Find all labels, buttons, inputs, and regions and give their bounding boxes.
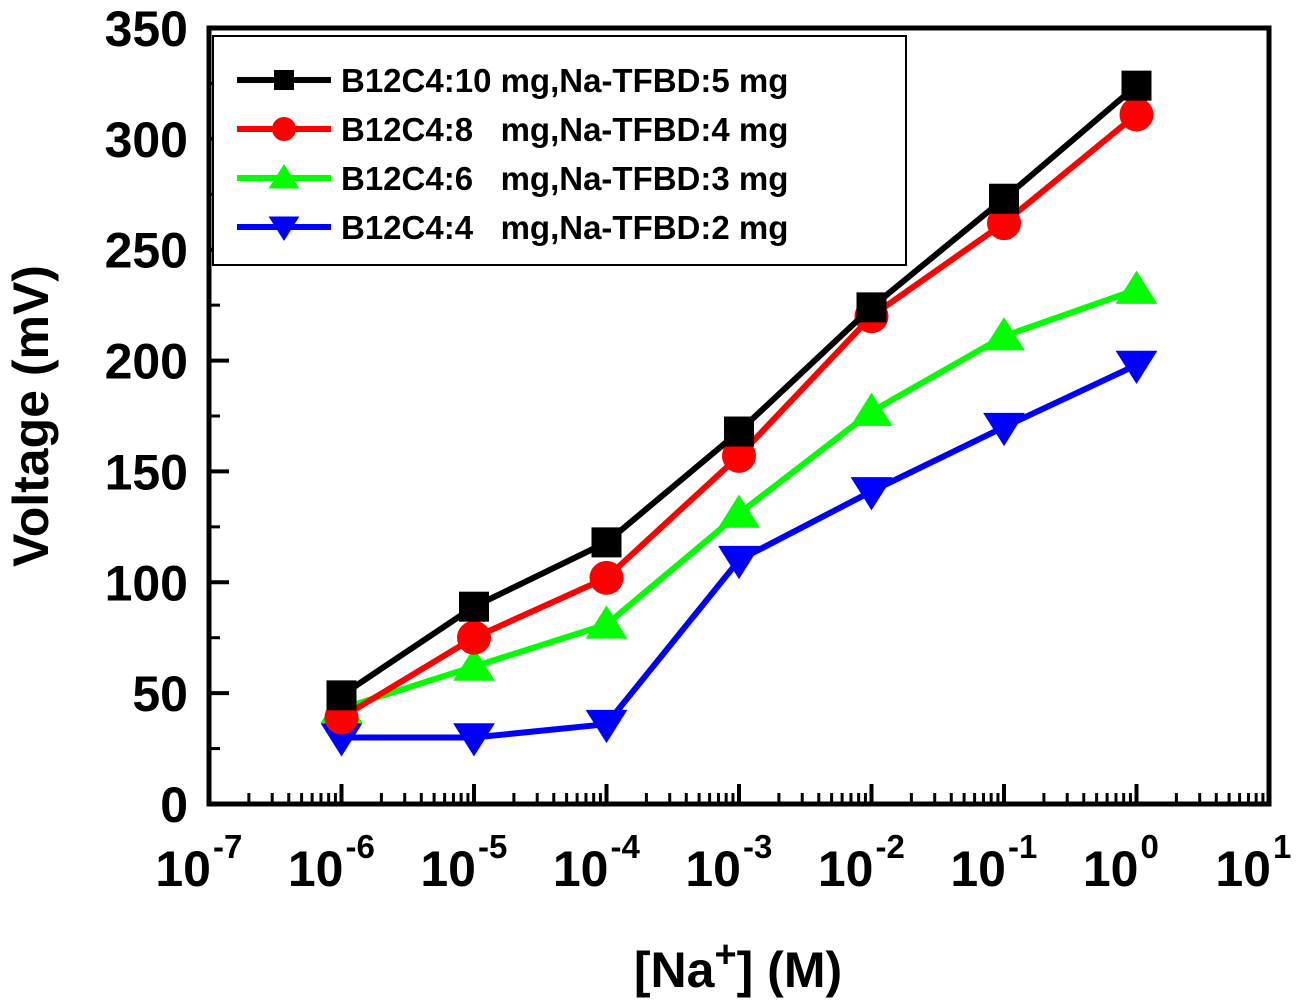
x-tick-label: 10 [685,841,741,897]
legend-swatch-marker [268,164,300,189]
x-tick-label: 10 [1083,841,1139,897]
y-tick-labels: 0 50 100 150 200 250 300 350 [105,1,188,833]
legend-label: B12C4:10 mg,Na-TFBD:5 mg [341,62,788,99]
series-1-point [459,591,489,622]
series-2-point [722,438,756,473]
legend-swatch-marker [274,70,294,90]
x-tick-label: 10 [950,841,1006,897]
legend: B12C4:10 mg,Na-TFBD:5 mg B12C4:8 mg,Na-TF… [212,35,907,266]
series-1-point [724,416,754,447]
legend-swatch-marker [272,117,296,141]
plot-frame [206,25,1272,807]
y-tick-label: 150 [105,444,188,500]
x-tick-label: 10 [155,841,211,897]
x-tick-exponent: 1 [1273,828,1291,865]
y-axis-title: Voltage (mV) [3,265,59,567]
x-tick-exponent: -4 [611,828,641,865]
series-4-point [453,723,495,757]
series-3-point [585,605,628,639]
legend-swatch-marker [268,216,300,241]
axis-titles: Voltage (mV) [Na+] (M) [3,265,842,998]
x-tick-exponent: -3 [743,828,772,865]
series-4-point [1115,350,1158,385]
x-tick-label: 10 [818,841,874,897]
y-tick-label: 350 [105,1,188,57]
x-tick-exponent: -6 [346,828,375,865]
series-4-point [585,709,628,744]
series-3-point [1115,270,1158,304]
series-2-point [457,620,491,655]
x-tick-exponent: 0 [1141,828,1159,865]
series-4-point [850,477,893,511]
series-2-point [589,560,624,595]
series-3-point [983,317,1025,351]
x-tick-labels: 10 -7 10 -6 10 -5 10 -4 10 -3 10 -2 10 -1 10 0 10 1 [155,828,1291,897]
x-tick-label: 10 [553,841,609,897]
series-1-point [591,527,622,558]
legend-label: B12C4:4 mg,Na-TFBD:2 mg [341,209,788,246]
x-tick-exponent: -5 [478,828,507,865]
y-tick-label: 300 [105,112,188,168]
y-tick-label: 250 [105,223,188,279]
series-1-point [989,183,1019,214]
x-tick-exponent: -2 [876,828,905,865]
legend-label: B12C4:8 mg,Na-TFBD:4 mg [341,111,788,148]
legend-label: B12C4:6 mg,Na-TFBD:3 mg [341,160,788,197]
series-1-point [326,680,357,711]
series-2-point [987,206,1021,241]
series-2-point [1119,97,1154,132]
series-3-point [850,392,893,426]
series-3-point [718,494,760,528]
y-tick-label: 50 [132,666,188,722]
series-4-point [983,412,1025,447]
series-1-point [856,292,887,323]
x-tick-exponent: -7 [213,828,242,865]
y-tick-label: 100 [105,555,188,611]
series-4-point [320,723,363,757]
y-tick-label: 200 [105,334,188,390]
series-4-point [718,545,760,580]
x-axis-title: [Na+] (M) [634,934,842,998]
x-tick-exponent: -1 [1008,828,1037,865]
series-1-point [1121,70,1152,101]
x-tick-label: 10 [288,841,344,897]
series-3-point [453,647,495,681]
x-tick-label: 10 [420,841,476,897]
y-tick-label: 0 [160,777,188,833]
series-layer [320,70,1158,757]
x-tick-label: 10 [1215,841,1271,897]
